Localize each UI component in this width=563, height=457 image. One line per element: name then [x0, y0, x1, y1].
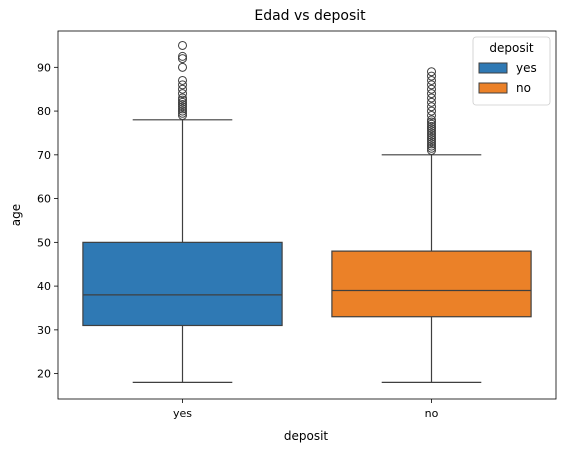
y-tick-label: 20	[37, 368, 51, 381]
x-axis-label: deposit	[284, 429, 329, 443]
y-axis-label: age	[9, 204, 23, 226]
outlier-point	[427, 97, 436, 107]
outlier-point	[427, 115, 436, 125]
outlier-point	[427, 84, 436, 94]
outlier-point	[427, 130, 436, 140]
outlier-point	[427, 117, 436, 127]
outlier-point	[178, 100, 187, 110]
legend-swatch-no	[478, 82, 508, 94]
outlier-point	[427, 102, 436, 112]
outlier-point	[178, 104, 187, 114]
outlier-point	[178, 97, 187, 107]
outlier-point	[427, 71, 436, 81]
outlier-point	[427, 135, 436, 145]
outlier-point	[178, 75, 187, 85]
outlier-point	[178, 84, 187, 94]
box-group-yes	[82, 40, 283, 383]
outlier-point	[178, 80, 187, 90]
outlier-point	[178, 108, 187, 118]
box-yes	[82, 241, 283, 327]
outlier-point	[427, 132, 436, 142]
outlier-point	[178, 40, 187, 50]
box-no	[331, 250, 532, 318]
outlier-point	[427, 75, 436, 85]
legend: deposit yes no	[472, 36, 551, 106]
y-tick-label: 50	[37, 236, 51, 249]
y-axis: 20 30 40 50 60 70 80 90	[37, 61, 58, 381]
legend-label-no: no	[516, 81, 531, 95]
chart-title: Edad vs deposit	[254, 8, 366, 24]
outlier-point	[427, 110, 436, 120]
outlier-point	[178, 95, 187, 105]
outlier-point	[427, 126, 436, 136]
outlier-point	[427, 80, 436, 90]
outlier-point	[427, 89, 436, 99]
outlier-point	[427, 128, 436, 138]
plot-frame	[57, 30, 557, 400]
outlier-point	[178, 102, 187, 112]
legend-items: yes no	[478, 61, 537, 95]
legend-label-yes: yes	[516, 61, 537, 75]
outlier-point	[178, 106, 187, 116]
outlier-point	[178, 89, 187, 99]
outlier-point	[427, 124, 436, 134]
outlier-point	[427, 119, 436, 129]
outlier-point	[427, 137, 436, 147]
x-tick-label: yes	[173, 407, 192, 420]
outlier-point	[178, 93, 187, 103]
outlier-point	[178, 62, 187, 72]
outlier-point	[427, 106, 436, 116]
outlier-point	[427, 141, 436, 151]
outlier-point	[178, 110, 187, 120]
legend-swatch-yes	[478, 62, 508, 74]
y-tick-label: 60	[37, 193, 51, 206]
y-tick-label: 40	[37, 280, 51, 293]
outlier-point	[178, 51, 187, 61]
outlier-point	[427, 145, 436, 155]
legend-title: deposit	[489, 41, 534, 55]
outlier-point	[427, 139, 436, 149]
outlier-point	[427, 143, 436, 153]
y-tick-label: 70	[37, 149, 51, 162]
outlier-point	[427, 67, 436, 77]
outlier-point	[427, 93, 436, 103]
x-axis: yes no	[173, 399, 439, 420]
x-tick-label: no	[425, 407, 439, 420]
y-tick-label: 80	[37, 105, 51, 118]
outlier-point	[178, 54, 187, 64]
y-tick-label: 30	[37, 324, 51, 337]
box-group-no	[331, 67, 532, 383]
box-series	[82, 40, 532, 383]
y-tick-label: 90	[37, 61, 51, 74]
outlier-point	[427, 121, 436, 131]
